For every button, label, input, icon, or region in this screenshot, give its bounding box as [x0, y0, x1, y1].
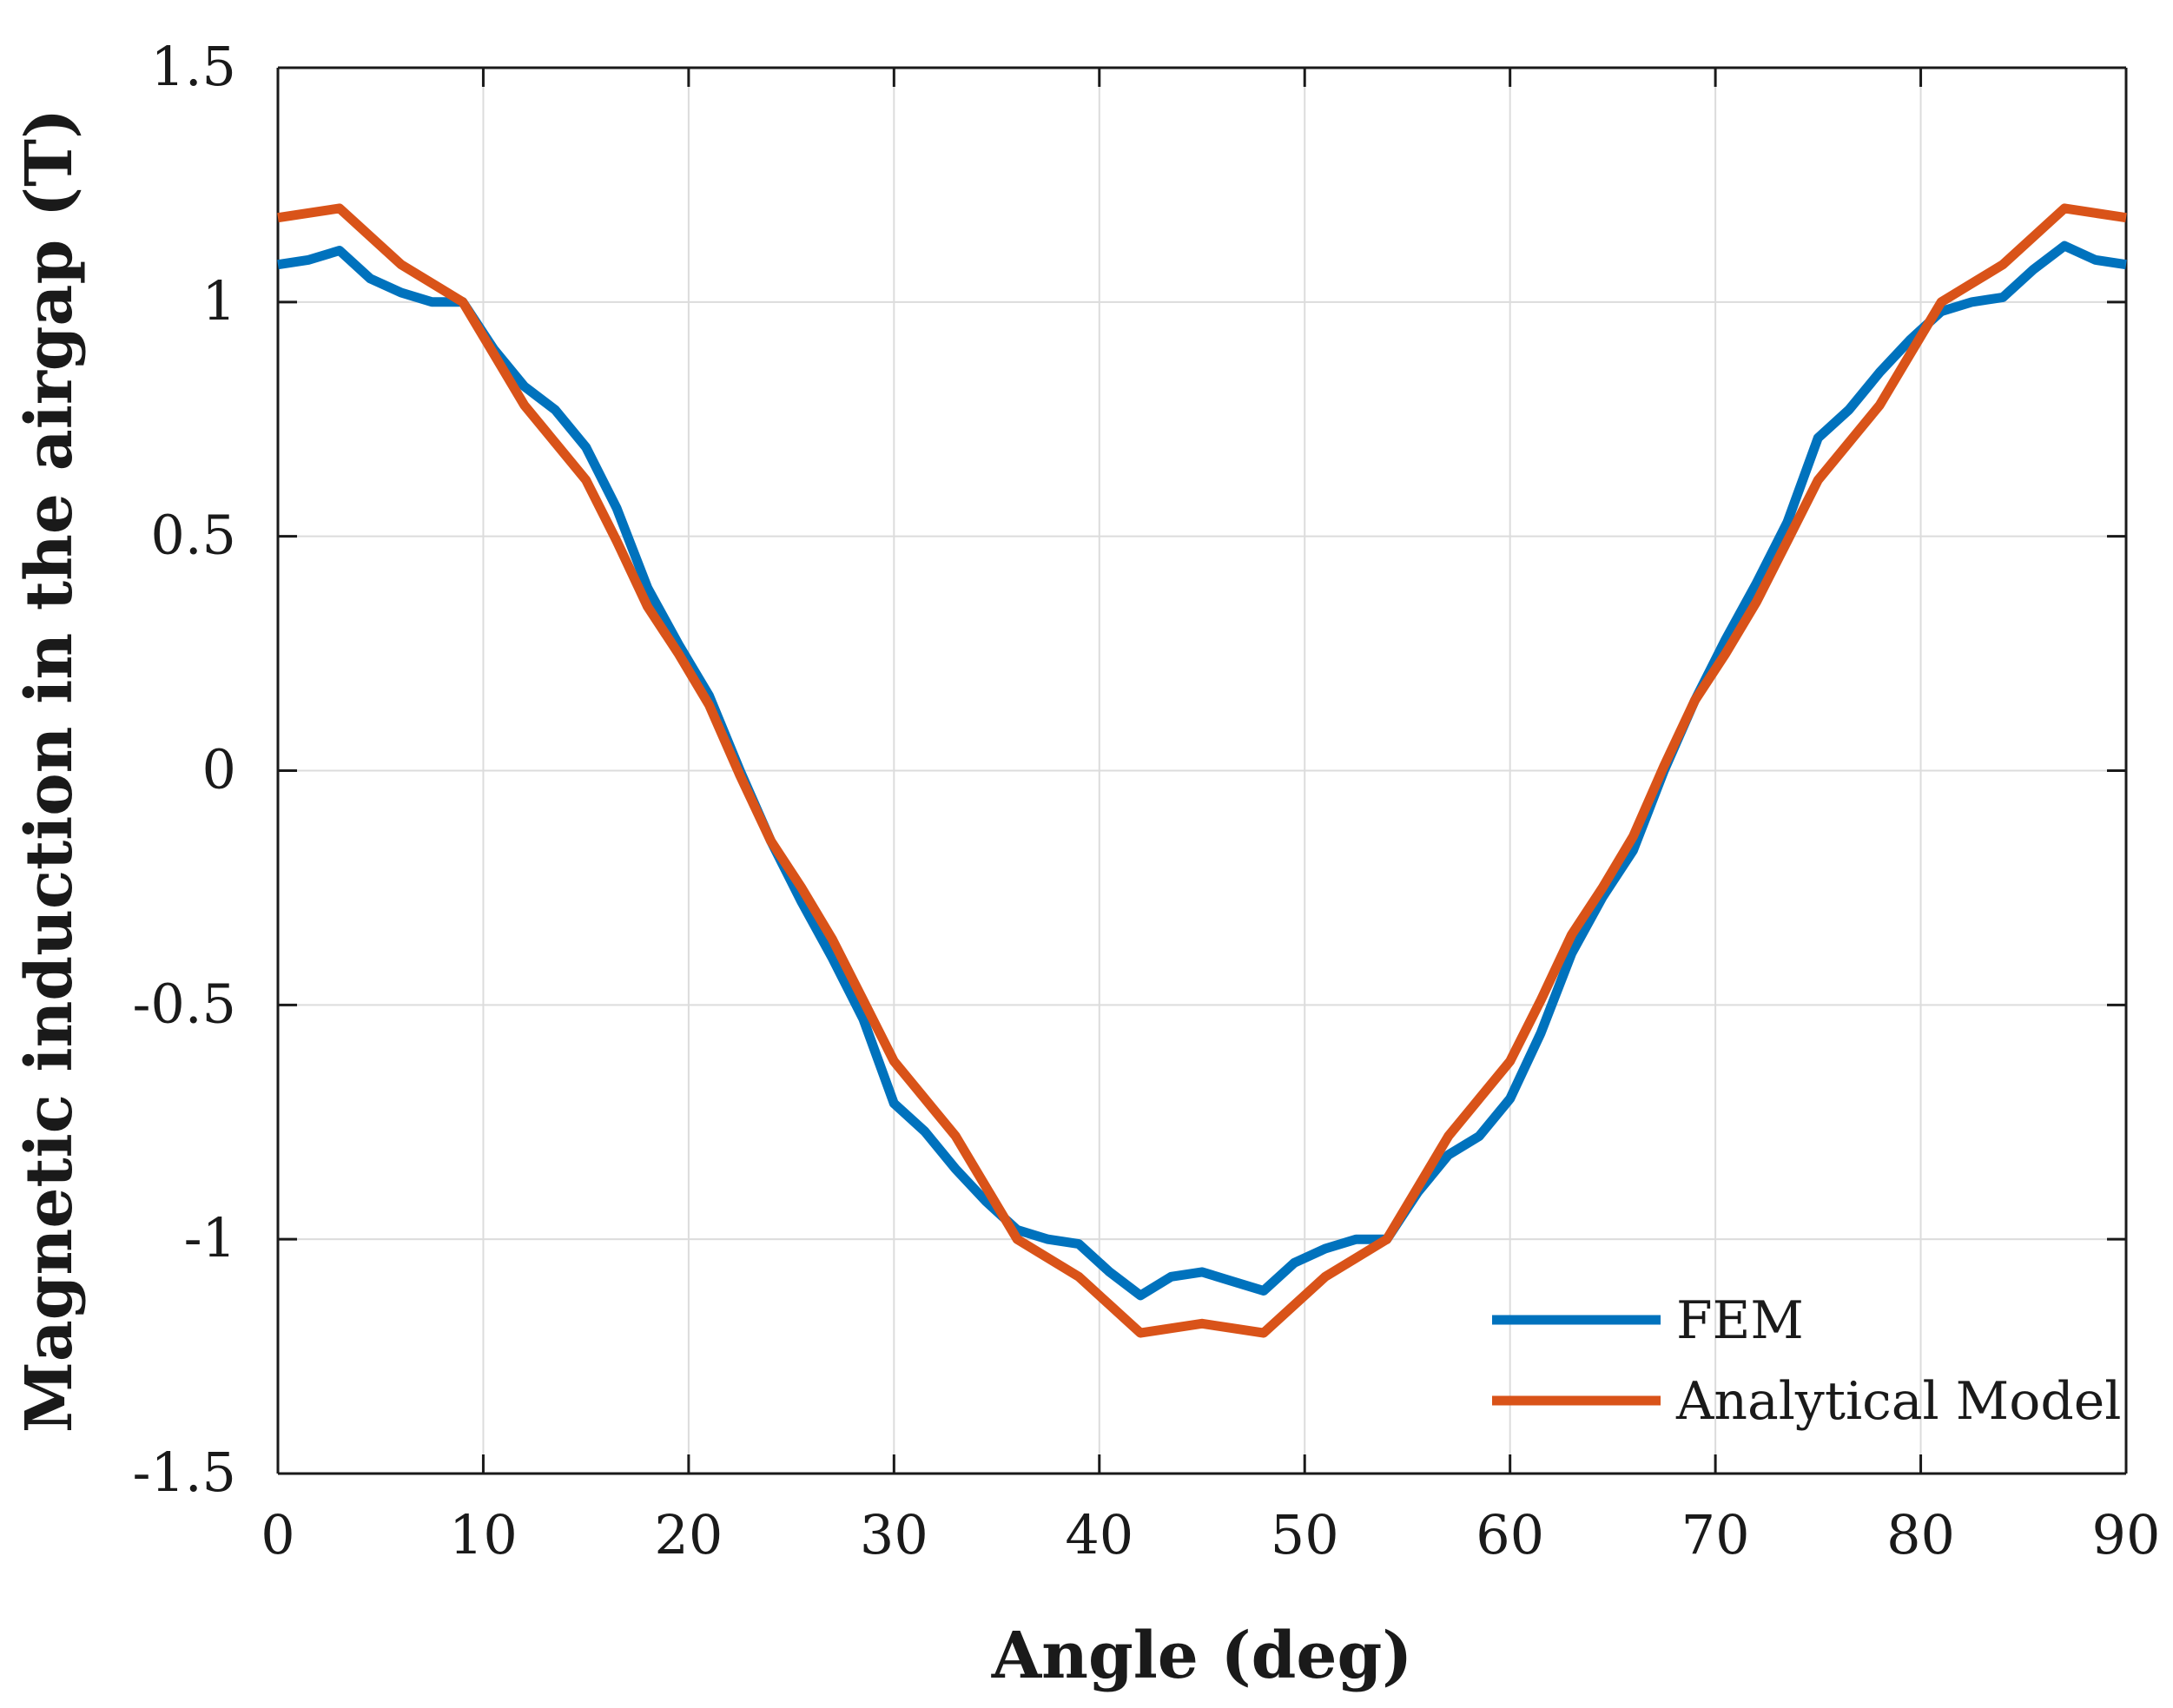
x-tick-label: 40 [1065, 1503, 1133, 1566]
x-tick-label: 70 [1681, 1503, 1750, 1566]
y-axis-title: Magnetic induction in the airgap (T) [12, 109, 87, 1433]
legend: FEM Analytical Model [1492, 1290, 2121, 1432]
series-line-fem [277, 241, 2127, 1301]
y-tick-label: 0 [202, 738, 236, 801]
x-tick-label: 10 [449, 1503, 518, 1566]
y-tick-label: -0.5 [132, 972, 236, 1035]
x-tick-label: 50 [1271, 1503, 1339, 1566]
y-tick-label: 0.5 [150, 504, 236, 567]
x-tick-label: 0 [261, 1503, 294, 1566]
series [277, 203, 2127, 1338]
axes [276, 66, 2128, 1475]
x-tick-label: 20 [654, 1503, 723, 1566]
y-tick-label: 1 [202, 269, 236, 333]
x-tick-label: 90 [2092, 1503, 2161, 1566]
series-line-analytical-model [277, 203, 2127, 1338]
y-tick-label: -1 [184, 1206, 236, 1269]
x-tick-label: 80 [1886, 1503, 1955, 1566]
x-tick-label: 30 [860, 1503, 928, 1566]
x-tick-label: 60 [1476, 1503, 1544, 1566]
y-tick-label: 1.5 [150, 35, 236, 98]
legend-label-fem: FEM [1676, 1290, 1804, 1351]
legend-label-analytical-model: Analytical Model [1675, 1371, 2121, 1432]
tick-labels: 0 10 20 30 40 50 60 70 80 90 1.5 1 0.5 0 -0.5 -1 -1.5 [132, 35, 2160, 1566]
x-axis-title: Angle (deg) [991, 1619, 1413, 1693]
y-tick-label: -1.5 [132, 1441, 236, 1504]
